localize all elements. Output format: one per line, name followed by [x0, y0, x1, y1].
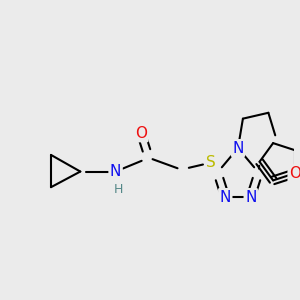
Text: O: O [289, 166, 300, 181]
Text: N: N [245, 190, 256, 205]
Text: N: N [110, 164, 121, 179]
Text: N: N [232, 140, 244, 155]
Text: H: H [114, 183, 123, 196]
Text: N: N [220, 190, 231, 205]
Text: S: S [206, 155, 215, 170]
Text: O: O [135, 126, 147, 141]
